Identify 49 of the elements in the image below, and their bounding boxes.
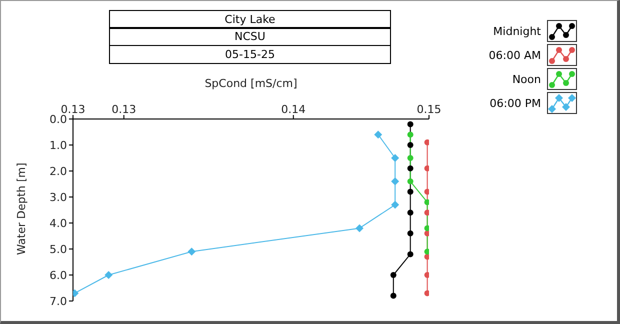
y-tick-label: 6.0 [50,268,67,282]
point [407,251,414,258]
point [390,292,396,299]
chart-title: City Lake [109,10,391,28]
point [424,165,429,172]
legend-label: 06:00 AM [488,48,542,62]
x-tick-label: 0.15 [416,103,442,116]
point [424,254,429,260]
y-tick-label: 2.0 [50,164,67,178]
point [355,224,364,232]
y-tick-label: 4.0 [50,216,67,230]
x-tick-label: 0.14 [281,103,306,116]
x-axis-title: SpCond [mS/cm] [204,76,298,90]
point [407,210,414,216]
point [390,272,396,278]
point [407,121,414,128]
point [188,248,196,256]
x-tick-label: 0.13 [112,103,136,116]
legend-label: Midnight [492,24,542,38]
y-axis-title: Water Depth [m] [14,162,28,255]
y-tick-label: 1.0 [50,138,67,152]
point [407,142,414,148]
y-tick-label: 3.0 [50,190,67,204]
point [407,155,414,161]
point [407,132,414,138]
point [424,210,429,216]
point [407,178,414,184]
point [407,230,414,236]
point [424,188,429,195]
point [407,165,414,172]
chart-subtitle: NCSU [109,27,391,46]
point [104,271,113,279]
legend-label: 06:00 PM [488,96,542,110]
legend-label: Noon [511,72,542,86]
point [424,230,429,236]
point [424,272,429,278]
point [391,154,400,162]
point [407,188,414,195]
point [391,177,400,186]
y-tick-label: 7.0 [50,294,67,308]
y-tick-label: 5.0 [50,242,67,256]
point [424,139,429,146]
point [424,225,429,232]
point [374,130,382,139]
point [391,200,400,209]
text: 05-15-25 [109,44,391,64]
point [424,290,429,296]
point [424,199,429,206]
point [424,248,429,255]
